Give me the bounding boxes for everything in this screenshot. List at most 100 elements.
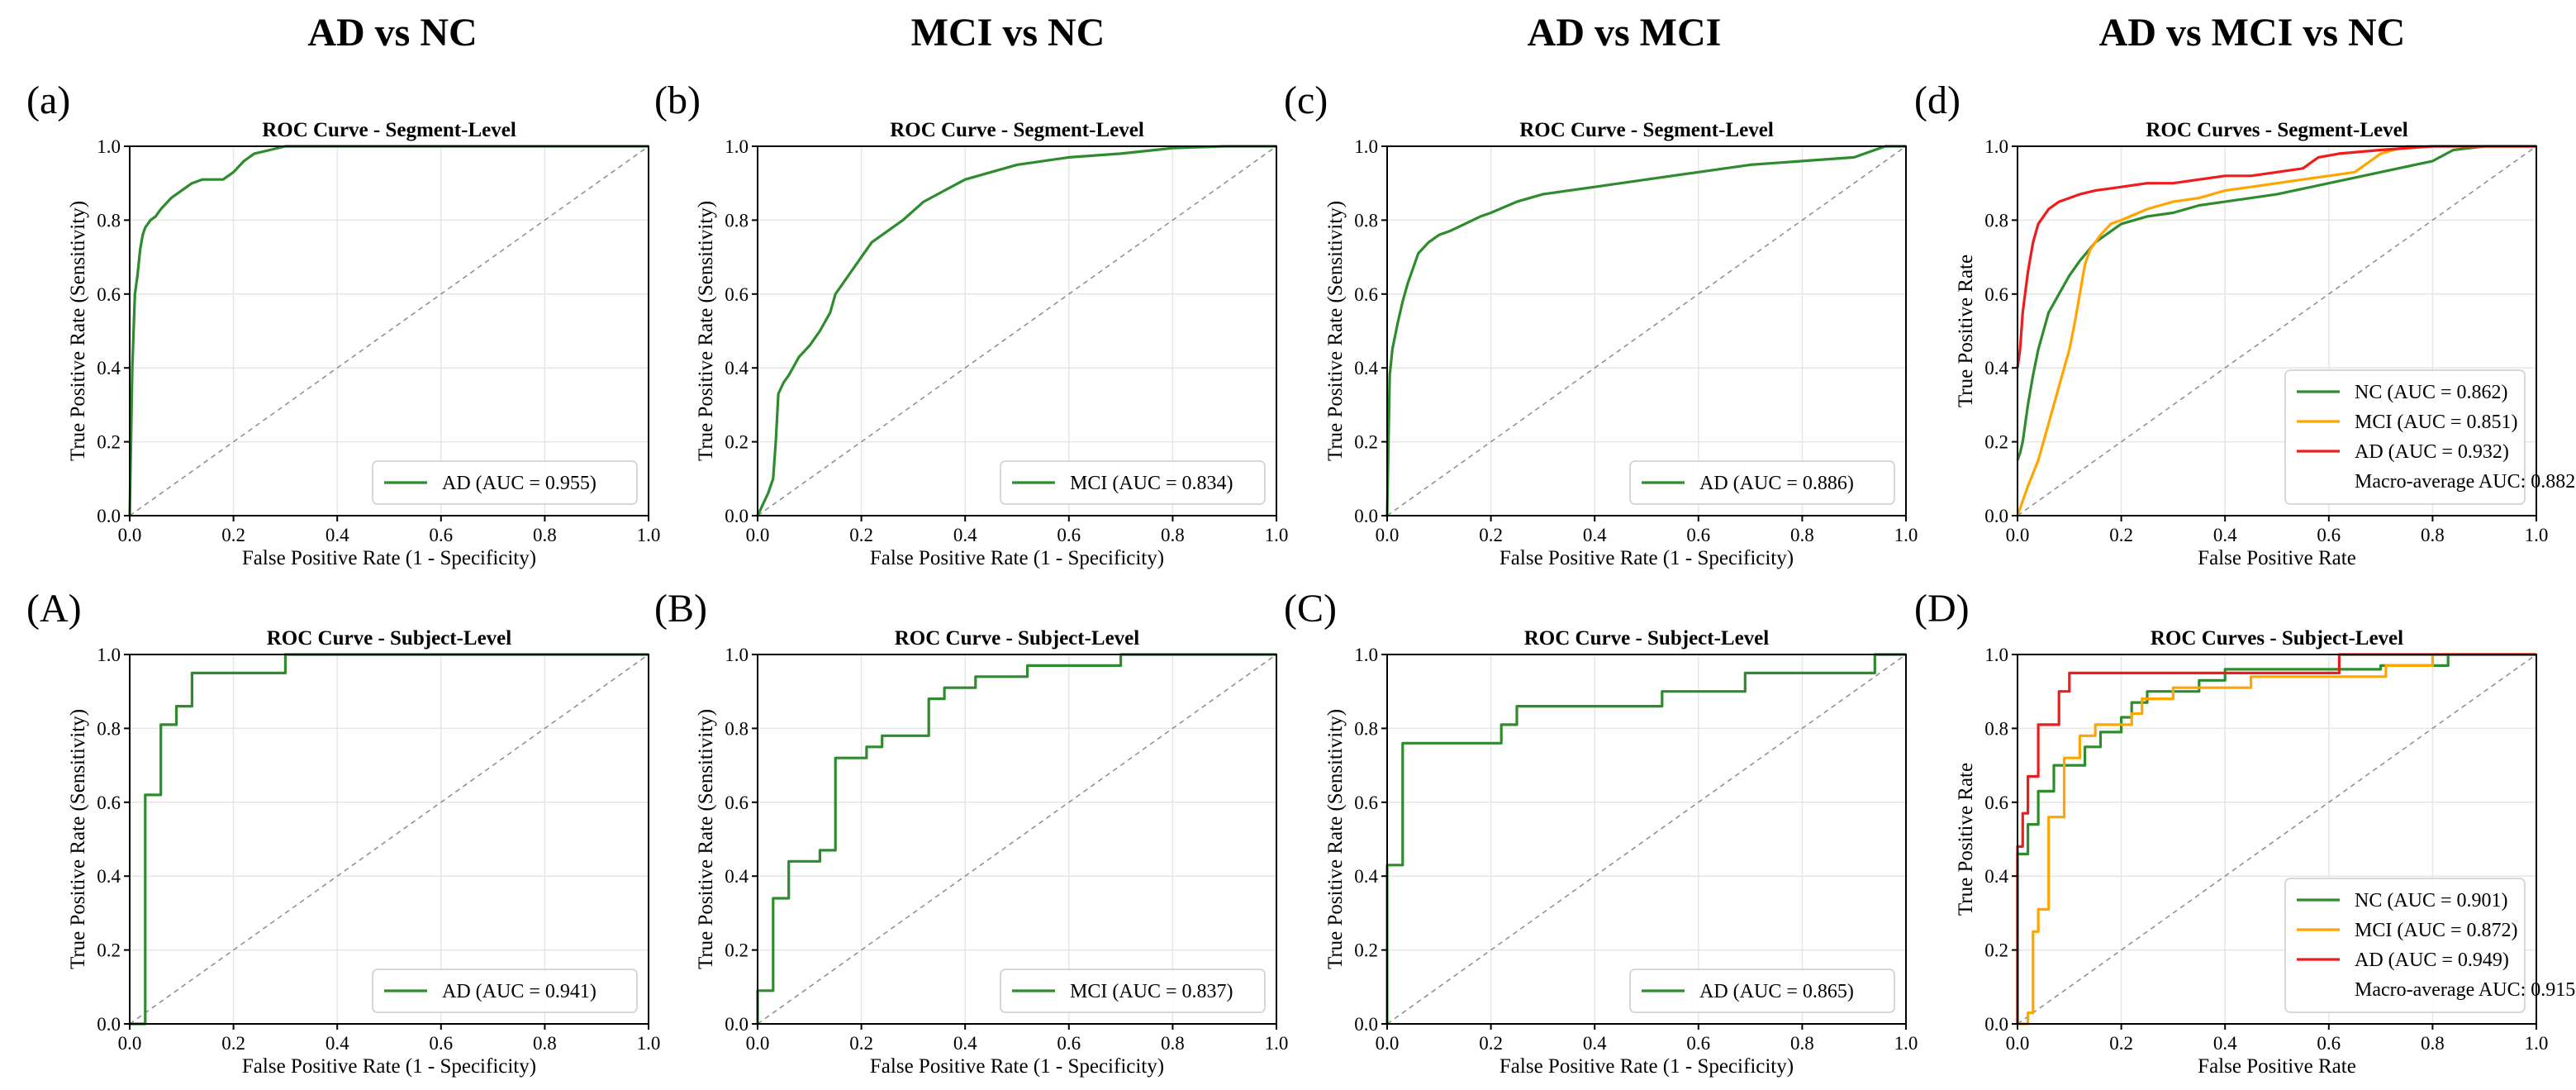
y-tick-label: 0.0 (1984, 1014, 2008, 1035)
legend: AD (AUC = 0.941) (372, 969, 638, 1013)
column-title-ad-vs-mci-vs-nc: AD vs MCI vs NC (2099, 11, 2406, 55)
chance-diagonal (757, 145, 1277, 516)
y-tick-label: 0.0 (1984, 506, 2008, 526)
legend-entry: AD (AUC = 0.932) (2355, 441, 2509, 463)
chance-diagonal (129, 145, 649, 516)
x-tick-label: 0.4 (2213, 1033, 2237, 1054)
legend-entry: MCI (AUC = 0.872) (2355, 920, 2518, 941)
y-tick-label: 1.0 (725, 645, 749, 665)
legend-entry: MCI (AUC = 0.837) (1070, 981, 1233, 1002)
y-tick-label: 0.0 (97, 1014, 121, 1035)
legend-box (372, 460, 638, 505)
roc-curve-mci (2016, 145, 2536, 516)
x-tick-label: 0.6 (1057, 525, 1081, 545)
x-tick-label: 1.0 (2525, 1033, 2549, 1054)
x-tick-label: 0.2 (849, 1033, 873, 1054)
x-tick-label: 0.8 (533, 1033, 557, 1054)
y-axis-label: True Positive Rate (Sensitivity) (695, 709, 717, 969)
legend-entry: AD (AUC = 0.886) (1699, 473, 1854, 494)
plot-frame (129, 654, 649, 1025)
legend: MCI (AUC = 0.837) (1000, 969, 1266, 1013)
y-tick-label: 0.0 (725, 506, 749, 526)
y-tick-label: 1.0 (1354, 136, 1378, 157)
x-tick-label: 1.0 (1894, 525, 1918, 545)
x-tick-label: 0.6 (2317, 1033, 2341, 1054)
y-tick-label: 0.6 (1984, 793, 2008, 813)
x-tick-label: 0.8 (1161, 1033, 1185, 1054)
roc-curve-main (756, 653, 1276, 1024)
column-titles: AD vs NC MCI vs NC AD vs MCI AD vs MCI v… (307, 11, 2405, 55)
y-tick-label: 0.2 (1354, 432, 1378, 453)
x-tick-label: 0.0 (746, 1033, 770, 1054)
plot-frame (757, 145, 1277, 516)
chance-diagonal (2017, 145, 2537, 516)
y-tick-label: 0.6 (97, 793, 121, 813)
x-tick-label: 0.8 (1161, 525, 1185, 545)
y-tick-label: 1.0 (1354, 645, 1378, 665)
x-tick-label: 0.8 (1790, 1033, 1814, 1054)
chance-diagonal (1386, 145, 1907, 516)
x-tick-label: 0.6 (429, 1033, 453, 1054)
y-tick-label: 0.8 (1354, 210, 1378, 231)
panel-label: (b) (654, 79, 701, 122)
x-tick-label: 0.2 (221, 525, 245, 545)
roc-curve-nc (2016, 653, 2536, 1024)
y-tick-label: 0.4 (1984, 358, 2008, 378)
roc-panels: (a) ROC Curve - Segment-Level 0.0 0.2 0.4 0.6… (26, 79, 2575, 1078)
legend-entry: AD (AUC = 0.949) (2355, 950, 2509, 971)
y-tick-label: 0.4 (725, 866, 749, 887)
panel-label: (C) (1284, 587, 1337, 631)
y-tick-label: 0.2 (1984, 432, 2008, 453)
y-axis-label: True Positive Rate (Sensitivity) (1324, 709, 1347, 969)
x-tick-label: 0.4 (953, 525, 977, 545)
y-tick-label: 0.6 (725, 284, 749, 305)
y-tick-label: 0.6 (1354, 793, 1378, 813)
y-tick-label: 0.4 (1984, 866, 2008, 887)
y-tick-label: 0.2 (1984, 940, 2008, 961)
y-axis-label: True Positive Rate (1955, 763, 1977, 916)
y-axis-label: True Positive Rate (Sensitivity) (67, 201, 89, 461)
x-tick-label: 1.0 (637, 525, 661, 545)
x-tick-label: 0.6 (1686, 525, 1710, 545)
roc-panel-c: (c) ROC Curve - Segment-Level 0.0 0.2 0.4 0.6… (1284, 79, 1918, 569)
x-axis-label: False Positive Rate (2198, 1055, 2356, 1078)
y-tick-label: 0.4 (1354, 358, 1378, 378)
roc-curve-main (1385, 145, 1906, 516)
legend-macro-average: Macro-average AUC: 0.882 (2355, 471, 2575, 493)
roc-panel-B: (B) ROC Curve - Subject-Level 0.0 0.2 0.4 0.6… (654, 587, 1288, 1078)
roc-panel-d: (d) ROC Curves - Segment-Level 0.0 0.2 0.4 0.… (1914, 79, 2575, 569)
x-tick-label: 0.2 (221, 1033, 245, 1054)
x-tick-label: 1.0 (637, 1033, 661, 1054)
legend-entry: MCI (AUC = 0.851) (2355, 412, 2518, 433)
plot-frame (1386, 145, 1907, 516)
roc-curve-ad (2016, 653, 2536, 1024)
y-tick-label: 1.0 (97, 136, 121, 157)
roc-panel-D: (D) ROC Curves - Subject-Level 0.0 0.2 0.4 0.… (1914, 587, 2575, 1078)
x-tick-label: 0.4 (1583, 525, 1607, 545)
y-axis-label: True Positive Rate (Sensitivity) (67, 709, 89, 969)
y-tick-label: 0.2 (1354, 940, 1378, 961)
x-tick-label: 0.2 (2109, 525, 2133, 545)
legend-box (372, 969, 638, 1013)
x-tick-label: 0.0 (2006, 1033, 2030, 1054)
y-tick-label: 0.6 (97, 284, 121, 305)
y-tick-label: 0.2 (725, 432, 749, 453)
x-tick-label: 0.8 (2421, 525, 2445, 545)
legend-box (1000, 460, 1266, 505)
x-tick-label: 0.0 (1376, 525, 1400, 545)
plot-title: ROC Curve - Segment-Level (890, 119, 1144, 141)
x-axis-label: False Positive Rate (1 - Specificity) (242, 1055, 536, 1078)
x-tick-label: 0.0 (118, 525, 142, 545)
y-tick-label: 0.8 (725, 210, 749, 231)
y-tick-label: 0.8 (97, 210, 121, 231)
y-tick-label: 0.8 (97, 718, 121, 739)
panel-label: (A) (26, 587, 82, 631)
plot-frame (129, 145, 649, 516)
x-tick-label: 0.6 (2317, 525, 2341, 545)
legend: AD (AUC = 0.886) (1629, 460, 1895, 505)
plot-title: ROC Curve - Segment-Level (1519, 119, 1774, 141)
x-tick-label: 1.0 (1894, 1033, 1918, 1054)
y-tick-label: 1.0 (97, 645, 121, 665)
y-tick-label: 0.8 (1984, 718, 2008, 739)
